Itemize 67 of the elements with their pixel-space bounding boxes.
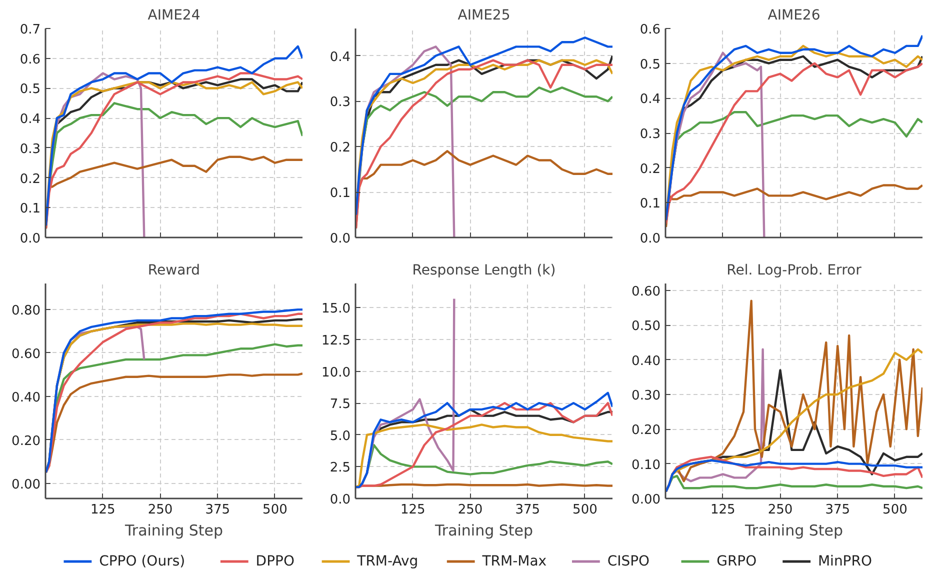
y-tick-label: 0.0: [330, 232, 351, 246]
x-tick-label: 125: [90, 502, 116, 518]
y-tick-label: 0.20: [632, 423, 661, 438]
legend-label: CISPO: [607, 554, 650, 570]
y-tick-label: 0.7: [20, 22, 41, 38]
y-tick-label: 0.4: [330, 50, 351, 65]
y-tick-label: 0.1: [330, 186, 351, 202]
legend-label: TRM-Avg: [356, 554, 418, 570]
y-tick-label: 7.5: [330, 397, 351, 412]
legend-label: TRM-Max: [481, 554, 547, 570]
chart-title: Reward: [148, 262, 200, 278]
y-tick-label: 0.4: [20, 112, 41, 128]
legend-label: CPPO (Ours): [99, 554, 186, 570]
x-axis-title: Training Step: [124, 522, 224, 540]
y-tick-label: 12.5: [322, 333, 351, 348]
y-tick-label: 0.0: [330, 492, 351, 508]
y-tick-label: 0.4: [640, 92, 661, 108]
chart-title: AIME25: [458, 8, 510, 24]
x-tick-label: 250: [768, 502, 793, 518]
x-tick-label: 250: [148, 502, 173, 518]
y-tick-label: 0.20: [12, 434, 41, 449]
y-tick-label: 0.2: [640, 162, 661, 177]
x-tick-label: 500: [262, 502, 288, 518]
y-tick-label: 0.00: [632, 492, 661, 508]
x-tick-label: 250: [458, 502, 483, 518]
legend-label: GRPO: [716, 554, 757, 570]
y-tick-label: 0.0: [640, 232, 661, 246]
chart-title: Rel. Log-Prob. Error: [726, 262, 862, 278]
chart-title: AIME26: [768, 8, 820, 24]
x-axis-title: Training Step: [744, 522, 844, 540]
y-tick-label: 0.0: [20, 232, 41, 246]
y-tick-label: 0.1: [20, 202, 41, 217]
y-tick-label: 0.10: [632, 458, 661, 473]
y-tick-label: 0.2: [330, 140, 351, 156]
x-tick-label: 375: [205, 502, 230, 518]
y-tick-label: 0.00: [12, 477, 41, 492]
y-tick-label: 0.5: [20, 82, 41, 98]
x-tick-label: 375: [825, 502, 850, 518]
y-tick-label: 0.60: [632, 284, 661, 300]
y-tick-label: 0.3: [640, 127, 661, 142]
y-tick-label: 0.5: [640, 57, 661, 72]
y-tick-label: 0.2: [20, 172, 41, 187]
x-tick-label: 125: [710, 502, 736, 518]
y-tick-label: 0.80: [12, 304, 41, 319]
x-tick-label: 500: [572, 502, 598, 518]
x-tick-label: 500: [882, 502, 908, 518]
y-tick-label: 0.60: [12, 346, 41, 362]
legend-label: MinPRO: [818, 554, 872, 570]
y-tick-label: 0.3: [20, 142, 41, 157]
x-axis-title: Training Step: [434, 522, 534, 540]
y-tick-label: 0.30: [632, 388, 661, 404]
y-tick-label: 10.0: [322, 365, 351, 380]
y-tick-label: 0.40: [12, 390, 41, 406]
y-tick-label: 0.1: [640, 196, 661, 212]
chart-title: AIME24: [148, 8, 200, 24]
y-tick-label: 0.40: [632, 354, 661, 369]
y-tick-label: 0.6: [640, 22, 661, 38]
y-tick-label: 0.50: [632, 319, 661, 334]
y-tick-label: 5.0: [330, 428, 351, 444]
y-tick-label: 0.3: [330, 95, 351, 110]
y-tick-label: 2.5: [330, 460, 351, 476]
y-tick-label: 0.6: [20, 52, 41, 68]
x-tick-label: 125: [400, 502, 426, 518]
legend-label: DPPO: [256, 554, 294, 570]
y-tick-label: 15.0: [322, 302, 351, 317]
x-tick-label: 375: [515, 502, 540, 518]
chart-title: Response Length (k): [412, 262, 556, 278]
